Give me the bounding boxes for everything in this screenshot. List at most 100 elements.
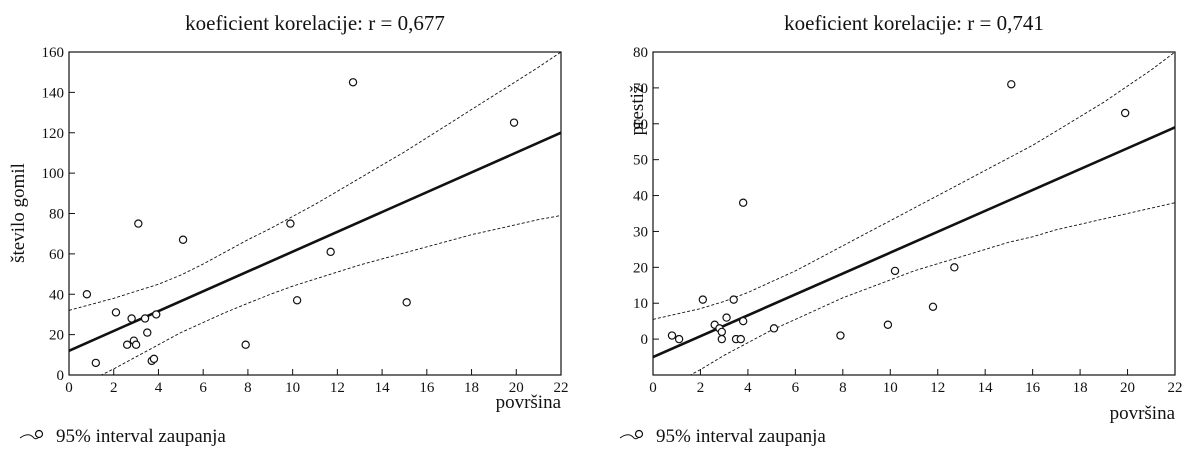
confidence-band-lower (100, 215, 561, 375)
y-tick-label: 100 (42, 166, 65, 182)
data-point (883, 320, 893, 329)
y-axis-label: število gomil (8, 163, 29, 263)
right-scatter-panel: koeficient korelacije: r = 0,741 0 2 4 6 8 10… (619, 11, 1183, 447)
data-point (722, 313, 731, 322)
data-point (140, 314, 150, 323)
data-point (509, 118, 519, 127)
y-tick-label: 60 (633, 117, 648, 133)
data-point (738, 198, 748, 207)
data-point (131, 340, 141, 349)
y-tick-label: 0 (641, 332, 649, 348)
x-tick-label: 8 (839, 380, 847, 396)
data-point (950, 263, 959, 272)
x-tick-label: 20 (1120, 380, 1135, 396)
data-point (82, 290, 92, 299)
data-point (241, 340, 250, 349)
x-tick-label: 6 (792, 380, 800, 396)
x-tick-label: 12 (330, 380, 345, 396)
x-tick-label: 6 (199, 380, 207, 396)
data-point (111, 308, 121, 317)
x-tick-label: 0 (649, 380, 657, 396)
x-tick-label: 22 (554, 380, 569, 396)
x-tick-label: 14 (375, 380, 391, 396)
y-tick-label: 10 (633, 296, 648, 312)
chart-title: koeficient korelacije: r = 0,677 (185, 11, 445, 35)
x-tick-label: 2 (697, 380, 705, 396)
data-point (769, 324, 779, 333)
legend-line-icon (19, 434, 41, 440)
y-axis-label: prestiž (627, 85, 648, 136)
chart-title: koeficient korelacije: r = 0,741 (784, 11, 1044, 35)
legend: 95% interval zaupanja (19, 426, 226, 447)
data-point (286, 219, 295, 228)
y-tick-label: 40 (633, 189, 648, 205)
data-point (1007, 80, 1016, 89)
legend-label: 95% interval zaupanja (656, 426, 826, 447)
y-tick-label: 0 (57, 368, 65, 384)
data-point (127, 314, 136, 323)
data-point (729, 295, 738, 304)
data-point (1120, 108, 1130, 118)
data-point (674, 334, 684, 344)
data-point (890, 266, 900, 276)
x-tick-label: 4 (744, 380, 752, 396)
y-tick-label: 120 (42, 126, 65, 142)
plot-contents (653, 52, 1175, 375)
y-tick-label: 20 (49, 328, 64, 344)
y-tick-label: 20 (633, 260, 648, 276)
data-point (717, 334, 727, 344)
plot-area: 0 2 4 6 8 10 12 14 16 18 20 22 0 20 40 60 80 100 120 140 160 (42, 45, 569, 396)
data-point (717, 327, 727, 337)
x-tick-label: 14 (978, 380, 994, 396)
data-point (292, 296, 302, 305)
x-tick-label: 10 (285, 380, 300, 396)
legend-line-icon (619, 434, 641, 440)
regression-line (69, 131, 561, 352)
x-tick-label: 10 (883, 380, 898, 396)
left-scatter-panel: koeficient korelacije: r = 0,677 0 2 4 6 8 10… (8, 11, 569, 447)
y-tick-label: 60 (49, 247, 64, 263)
y-tick-label: 50 (633, 153, 648, 169)
x-tick-label: 4 (155, 380, 163, 396)
data-point (122, 340, 132, 349)
data-point (134, 219, 143, 228)
x-tick-label: 18 (464, 380, 479, 396)
y-tick-label: 70 (633, 81, 648, 97)
data-point (143, 328, 152, 337)
x-axis-label: površina (1110, 403, 1176, 424)
x-tick-label: 22 (1168, 380, 1183, 396)
plot-frame (652, 51, 1176, 376)
data-point (836, 331, 845, 340)
x-tick-label: 18 (1073, 380, 1088, 396)
confidence-band-upper (69, 52, 561, 311)
confidence-band-upper (653, 52, 1175, 320)
data-point (152, 310, 161, 319)
x-tick-label: 20 (509, 380, 524, 396)
data-point (928, 302, 938, 312)
x-tick-label: 16 (419, 380, 435, 396)
x-tick-label: 16 (1025, 380, 1041, 396)
data-point (149, 354, 159, 364)
y-tick-label: 40 (49, 287, 64, 303)
x-tick-label: 2 (110, 380, 118, 396)
plot-contents (69, 52, 561, 375)
data-point (736, 334, 745, 344)
legend-marker-icon (34, 429, 44, 439)
data-point (402, 298, 411, 307)
legend-label: 95% interval zaupanja (56, 426, 226, 447)
data-point (91, 358, 101, 368)
x-tick-label: 12 (930, 380, 945, 396)
plot-area: 0 2 4 6 8 10 12 14 16 18 20 22 0 10 20 30 40 50 60 70 80 (633, 45, 1183, 396)
data-point (667, 331, 677, 340)
data-point (326, 247, 335, 257)
x-tick-label: 0 (65, 380, 73, 396)
data-point (698, 295, 708, 304)
regression-line (653, 126, 1175, 359)
y-tick-label: 80 (49, 207, 64, 223)
x-tick-label: 8 (244, 380, 252, 396)
y-tick-label: 140 (42, 85, 65, 101)
legend-marker-icon (634, 429, 644, 439)
plot-frame (68, 51, 562, 376)
legend: 95% interval zaupanja (619, 426, 826, 447)
